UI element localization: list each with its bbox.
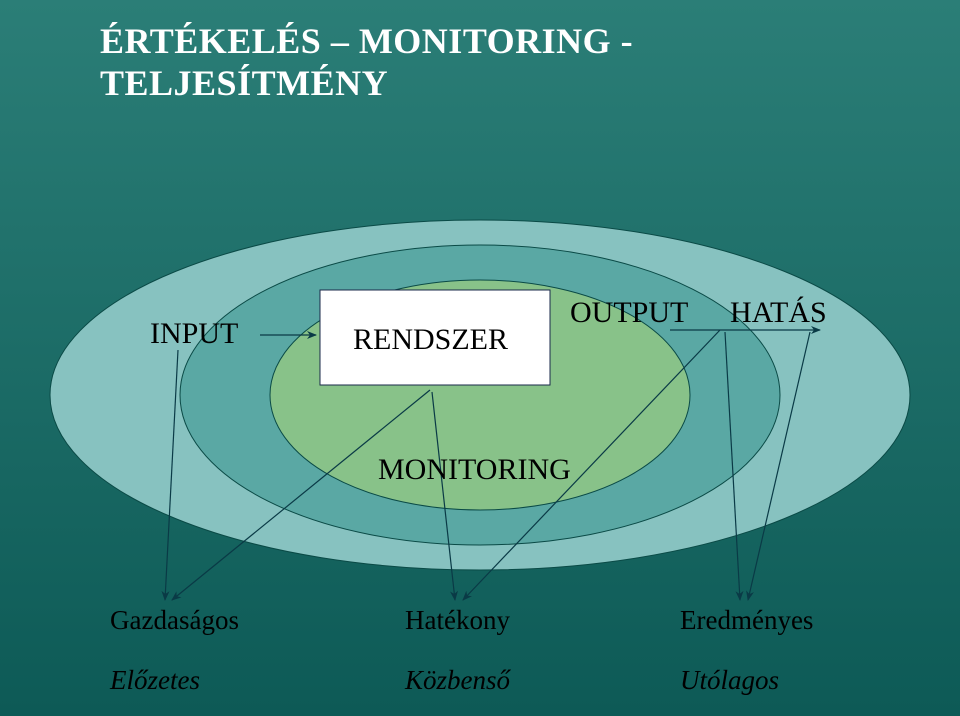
label-rendszer: RENDSZER: [353, 323, 508, 357]
label-kozbenso: Közbenső: [405, 665, 510, 696]
label-utolagos: Utólagos: [680, 665, 779, 696]
title-line2: TELJESÍTMÉNY: [100, 62, 388, 104]
label-gazdasagos: Gazdaságos: [110, 605, 239, 636]
label-hatekony: Hatékony: [405, 605, 510, 636]
label-eredmenyes: Eredményes: [680, 605, 813, 636]
label-output: OUTPUT: [570, 296, 688, 330]
label-monitoring: MONITORING: [378, 453, 571, 487]
label-hatas: HATÁS: [730, 296, 827, 330]
label-elozetes: Előzetes: [110, 665, 200, 696]
slide-root: ÉRTÉKELÉS – MONITORING - TELJESÍTMÉNY IN…: [0, 0, 960, 716]
label-input: INPUT: [150, 317, 238, 351]
title-line1: ÉRTÉKELÉS – MONITORING -: [100, 20, 633, 62]
